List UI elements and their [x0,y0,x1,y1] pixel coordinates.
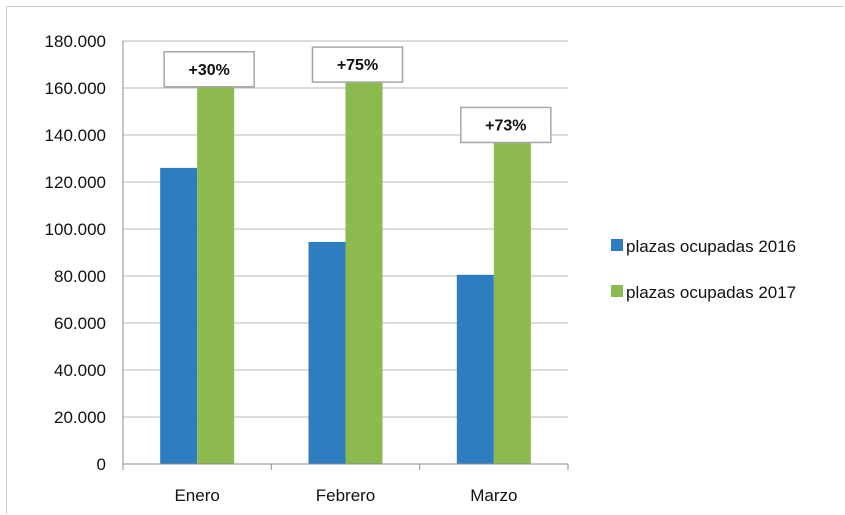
annotation-label: +30% [188,62,229,79]
bar-enero-1 [160,167,198,464]
legend-swatch [611,285,623,297]
chart-frame [6,6,844,514]
annotation-box [163,51,255,88]
annotation-label: +75% [337,57,378,74]
bar-marzo-2 [493,135,531,464]
y-tick-label: 60.000 [54,314,106,333]
bars [160,75,531,465]
y-tick-label: 20.000 [54,408,106,427]
x-tick-label: Febrero [316,486,376,505]
bar-febrero-2 [345,75,383,464]
legend-swatch [611,239,623,251]
x-tick-label: Enero [174,486,219,505]
annotation-box [460,106,552,144]
legend-label: plazas ocupadas 2017 [626,283,796,302]
y-tick-label: 0 [97,455,106,474]
bar-febrero-1 [308,241,346,464]
annotations: +30% +75% +73% [163,46,552,144]
y-tick-label: 80.000 [54,267,106,286]
annotation-label: +73% [485,117,526,134]
y-tick-label: 100.000 [45,220,106,239]
y-tick-label: 140.000 [45,126,106,145]
bar-enero-2 [197,79,235,465]
y-tick-label: 120.000 [45,173,106,192]
legend: plazas ocupadas 2016 plazas ocupadas 2017 [611,237,796,302]
axes: 0 20.000 40.000 60.000 80.000 100.000 120.000 1… [45,32,569,505]
x-tick-label: Marzo [470,486,517,505]
bar-marzo-1 [456,274,494,464]
legend-label: plazas ocupadas 2016 [626,237,796,256]
y-tick-label: 40.000 [54,361,106,380]
y-tick-label: 180.000 [45,32,106,51]
y-tick-label: 160.000 [45,79,106,98]
annotation-box [311,46,404,83]
